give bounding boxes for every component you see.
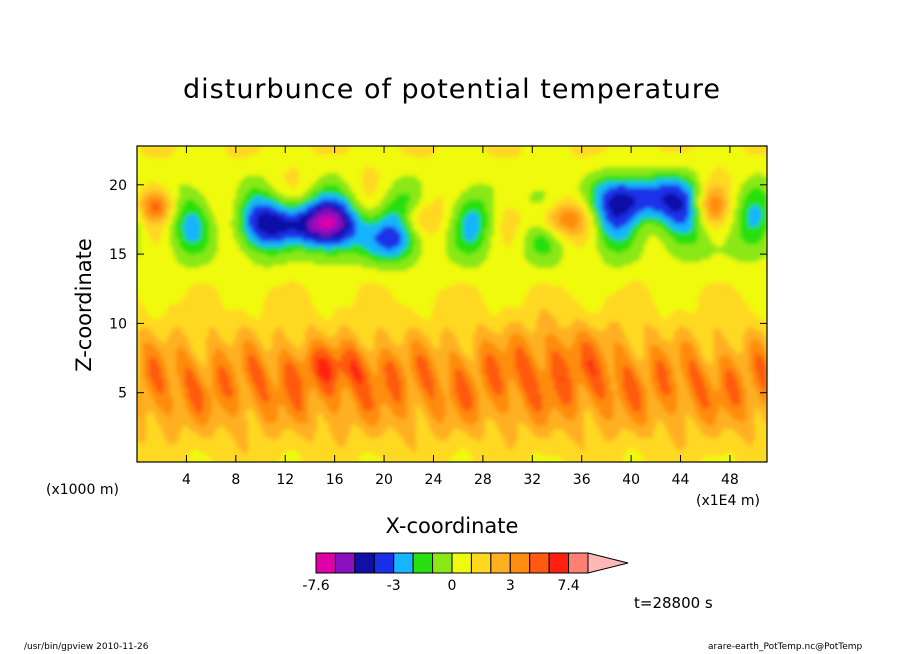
colorbar-tick-label: 0 — [448, 578, 457, 594]
colorbar-swatch — [530, 553, 549, 573]
y-tick-label: 15 — [109, 247, 127, 263]
footer-command: /usr/bin/gpview 2010-11-26 — [24, 642, 148, 652]
colorbar-swatch — [471, 553, 490, 573]
x-axis-label: X-coordinate — [300, 514, 604, 538]
colorbar-swatch — [452, 553, 471, 573]
x-tick-label: 20 — [375, 472, 393, 488]
x-tick-label: 4 — [182, 472, 191, 488]
colorbar-swatch — [374, 553, 393, 573]
x-tick-label: 36 — [573, 472, 591, 488]
colorbar: -7.6 -3 0 3 7.4 — [302, 553, 628, 594]
x-unit-note: (x1000 m) — [46, 482, 119, 498]
footer-source: arare-earth_PotTemp.nc@PotTemp — [708, 642, 862, 652]
y-tick-label: 20 — [109, 178, 127, 194]
colorbar-tick-label: 7.4 — [557, 578, 579, 594]
colorbar-swatch — [433, 553, 452, 573]
x-tick-label: 40 — [622, 472, 640, 488]
colorbar-tick-label: 3 — [506, 578, 515, 594]
x-tick-label: 24 — [425, 472, 443, 488]
colorbar-swatch — [316, 553, 335, 573]
colorbar-swatch — [335, 553, 354, 573]
colorbar-swatch — [510, 553, 529, 573]
colorbar-swatch — [569, 553, 588, 573]
contour-field — [137, 146, 768, 463]
x-scale-note: (x1E4 m) — [696, 493, 760, 509]
colorbar-swatch — [491, 553, 510, 573]
colorbar-swatch — [413, 553, 432, 573]
x-tick-label: 8 — [231, 472, 240, 488]
colorbar-extend-arrow — [588, 553, 628, 573]
time-stamp: t=28800 s — [634, 594, 713, 612]
x-tick-label: 16 — [326, 472, 344, 488]
x-tick-label: 44 — [672, 472, 690, 488]
colorbar-tick-label: -7.6 — [302, 578, 329, 594]
y-tick-label: 5 — [118, 386, 127, 402]
x-tick-label: 28 — [474, 472, 492, 488]
x-tick-label: 12 — [276, 472, 294, 488]
chart-title: disturbunce of potential temperature — [0, 74, 904, 105]
x-tick-label: 48 — [721, 472, 739, 488]
colorbar-tick-label: -3 — [387, 578, 401, 594]
colorbar-swatch — [549, 553, 568, 573]
colorbar-swatch — [394, 553, 413, 573]
y-tick-label: 10 — [109, 316, 127, 332]
colorbar-swatch — [355, 553, 374, 573]
x-tick-label: 32 — [523, 472, 541, 488]
